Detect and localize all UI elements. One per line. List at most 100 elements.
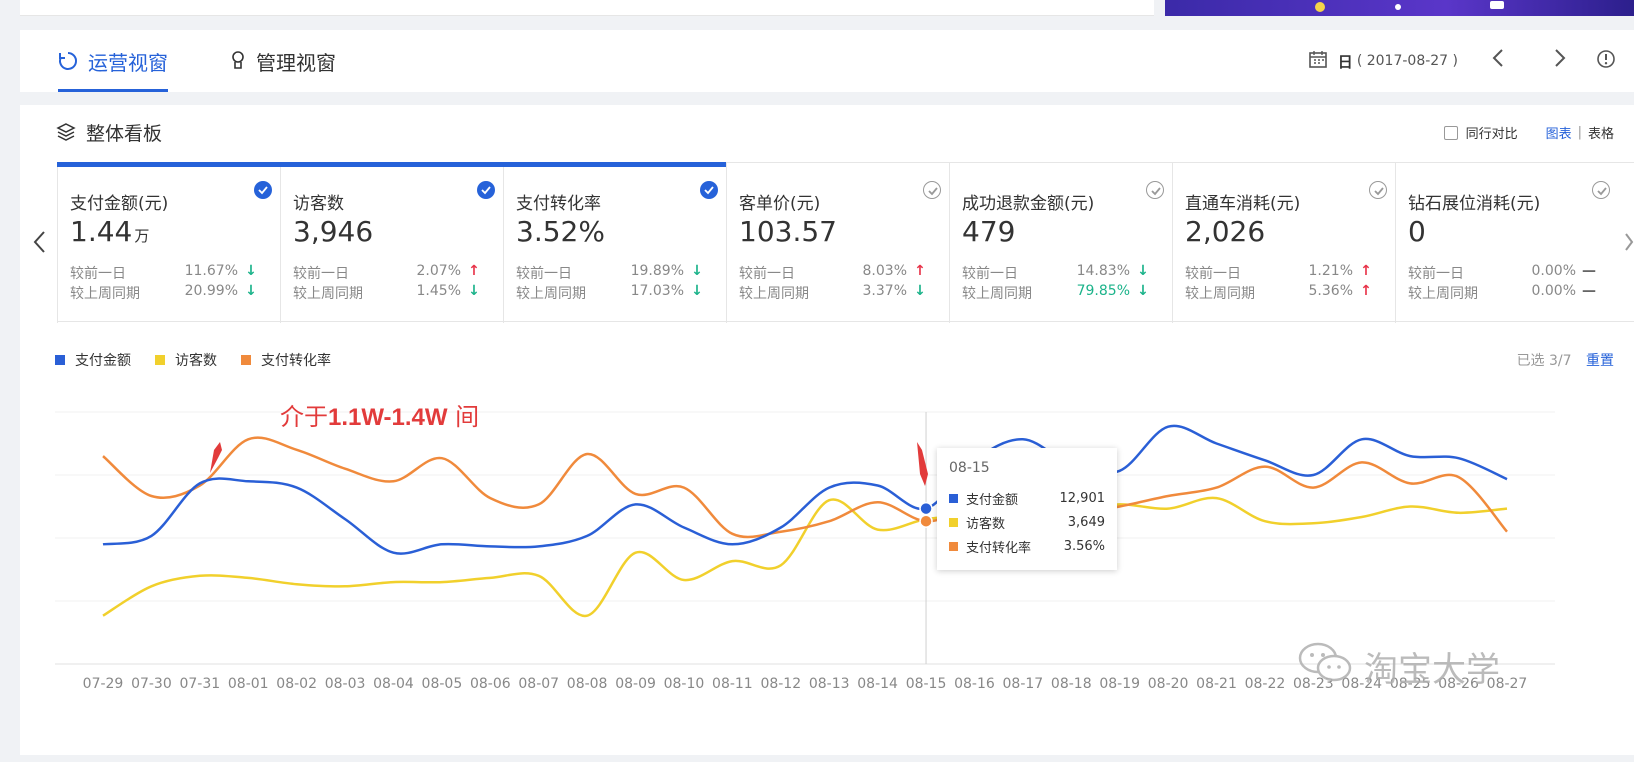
compare-label: 较前一日 (1408, 266, 1464, 282)
compare-last-week-row: 较上周同期 79.85% ↓ (962, 283, 1152, 303)
metric-value: 3,946 (293, 215, 375, 248)
peer-compare-label[interactable]: 同行对比 (1465, 127, 1518, 142)
x-tick-label: 08-07 (518, 676, 559, 692)
checked-icon[interactable] (477, 181, 495, 199)
series-line-conversion (102, 436, 1508, 539)
tooltip-value: 12,901 (1059, 490, 1106, 506)
metric-value: 0 (1408, 215, 1428, 248)
x-tick-label: 08-06 (470, 676, 511, 692)
trend-flat-icon: — (1582, 263, 1596, 279)
unchecked-icon[interactable] (923, 181, 941, 199)
banner-dot (1315, 2, 1325, 12)
annotation-suffix: 间 (447, 403, 480, 431)
date-granularity[interactable]: 日 (1337, 52, 1353, 71)
chart-view-toggle[interactable]: 图表 (1545, 127, 1572, 142)
date-value[interactable]: ( 2017-08-27 ) (1356, 53, 1458, 69)
x-tick-label: 08-13 (809, 676, 850, 692)
metric-value-number: 2,026 (1185, 215, 1266, 248)
x-tick-label: 08-25 (1390, 676, 1431, 692)
metric-card[interactable]: 钻石展位消耗(元) 0 较前一日 0.00% — 较上周同期 0.00% — (1395, 163, 1618, 323)
metric-value: 479 (962, 215, 1017, 248)
tab-operations-view[interactable]: 运营视窗 (58, 30, 168, 92)
legend-item-pay-amount[interactable]: 支付金额 (55, 350, 131, 370)
unchecked-icon[interactable] (1369, 181, 1387, 199)
tab-management-view[interactable]: 管理视窗 (230, 30, 336, 92)
compare-value: 1.21% (1308, 263, 1353, 279)
metric-card[interactable]: 成功退款金额(元) 479 较前一日 14.83% ↓ 较上周同期 79.85% ↓ (949, 163, 1172, 323)
compare-label: 较上周同期 (70, 286, 140, 302)
metric-card[interactable]: 访客数 3,946 较前一日 2.07% ↑ 较上周同期 1.45% ↓ (280, 162, 503, 323)
metric-card[interactable]: 直通车消耗(元) 2,026 较前一日 1.21% ↑ 较上周同期 5.36% ↑ (1172, 163, 1395, 323)
x-tick-label: 08-15 (906, 676, 947, 692)
metric-card[interactable]: 支付金额(元) 1.44 万较前一日 11.67% ↓ 较上周同期 20.99% ↓ (57, 162, 280, 323)
x-tick-label: 08-09 (615, 676, 656, 692)
metrics-next-button[interactable] (1624, 230, 1634, 260)
unchecked-icon[interactable] (1592, 181, 1610, 199)
x-tick-label: 08-16 (954, 676, 995, 692)
compare-last-week-row: 较上周同期 17.03% ↓ (516, 283, 706, 303)
info-icon[interactable] (1596, 49, 1616, 73)
checked-icon[interactable] (254, 181, 272, 199)
x-tick-label: 08-10 (664, 676, 705, 692)
promo-banner[interactable] (1165, 0, 1634, 16)
annotation-range: 1.1W-1.4W (328, 404, 448, 431)
calendar-icon[interactable] (1308, 49, 1328, 73)
compare-value: 20.99% (184, 283, 238, 299)
tooltip-row: 支付金额 12,901 (949, 486, 1105, 510)
view-separator: | (1577, 125, 1582, 140)
legend-item-conversion[interactable]: 支付转化率 (241, 350, 331, 370)
compare-prev-day-row: 较前一日 8.03% ↑ (739, 263, 929, 283)
view-nav: 运营视窗 管理视窗 日 ( 2017-08-27 ) (20, 30, 1634, 92)
reset-link[interactable]: 重置 (1586, 353, 1614, 369)
x-tick-label: 08-05 (422, 676, 463, 692)
compare-label: 较前一日 (70, 266, 126, 282)
x-tick-label: 08-23 (1293, 676, 1334, 692)
metric-value-number: 3.52% (516, 215, 605, 248)
trend-down-icon: ↓ (245, 263, 257, 279)
tooltip-row: 支付转化率 3.56% (949, 534, 1105, 558)
metric-card[interactable]: 客单价(元) 103.57 较前一日 8.03% ↑ 较上周同期 3.37% ↓ (726, 163, 949, 323)
panel-title: 整体看板 (56, 119, 162, 145)
prev-date-button[interactable] (1476, 48, 1520, 74)
metric-value-number: 1.44 (70, 215, 133, 248)
metric-title: 客单价(元) (739, 194, 821, 214)
checked-icon[interactable] (700, 181, 718, 199)
tooltip-value: 3,649 (1067, 514, 1105, 530)
trend-flat-icon: — (1582, 283, 1596, 299)
table-view-toggle[interactable]: 表格 (1587, 127, 1614, 142)
compare-label: 较前一日 (1185, 266, 1241, 282)
trend-down-icon: ↓ (1137, 283, 1149, 299)
x-tick-label: 08-01 (228, 676, 269, 692)
annotation-arrow (210, 442, 222, 473)
x-tick-label: 08-18 (1051, 676, 1092, 692)
peer-compare-checkbox[interactable] (1443, 125, 1458, 140)
x-tick-label: 08-20 (1148, 676, 1189, 692)
tooltip-name: 支付转化率 (966, 540, 1032, 556)
legend-label: 支付金额 (75, 353, 131, 369)
next-date-button[interactable] (1538, 48, 1582, 74)
unchecked-icon[interactable] (1146, 181, 1164, 199)
compare-label: 较上周同期 (1408, 286, 1478, 302)
chart-tooltip: 08-15 支付金额 12,901 访客数 3,649 支付转化率 3.56% (937, 448, 1117, 570)
metrics-prev-button[interactable] (32, 230, 46, 261)
bulb-icon (230, 51, 246, 71)
tab-label: 运营视窗 (88, 50, 168, 75)
legend-swatch (55, 355, 65, 365)
trend-up-icon: ↑ (1360, 263, 1372, 279)
compare-label: 较上周同期 (962, 286, 1032, 302)
legend-item-visitors[interactable]: 访客数 (155, 350, 217, 370)
trend-down-icon: ↓ (468, 283, 480, 299)
compare-last-week-row: 较上周同期 3.37% ↓ (739, 283, 929, 303)
compare-value: 1.45% (416, 283, 461, 299)
tab-active-underline (58, 89, 168, 92)
watermark: 淘宝大学 (1296, 640, 1500, 693)
compare-prev-day-row: 较前一日 1.21% ↑ (1185, 263, 1375, 283)
watermark-text: 淘宝大学 (1364, 650, 1500, 690)
panel-title-text: 整体看板 (86, 122, 163, 145)
metric-card[interactable]: 支付转化率 3.52% 较前一日 19.89% ↓ 较上周同期 17.03% ↓ (503, 162, 726, 323)
overview-panel: 整体看板 同行对比 图表 | 表格 支付金额(元) 1.44 万较前一日 11.67%… (20, 105, 1634, 755)
x-tick-label: 08-19 (1099, 676, 1140, 692)
selected-count: 已选 3/7 (1516, 353, 1572, 369)
x-tick-label: 08-03 (325, 676, 366, 692)
